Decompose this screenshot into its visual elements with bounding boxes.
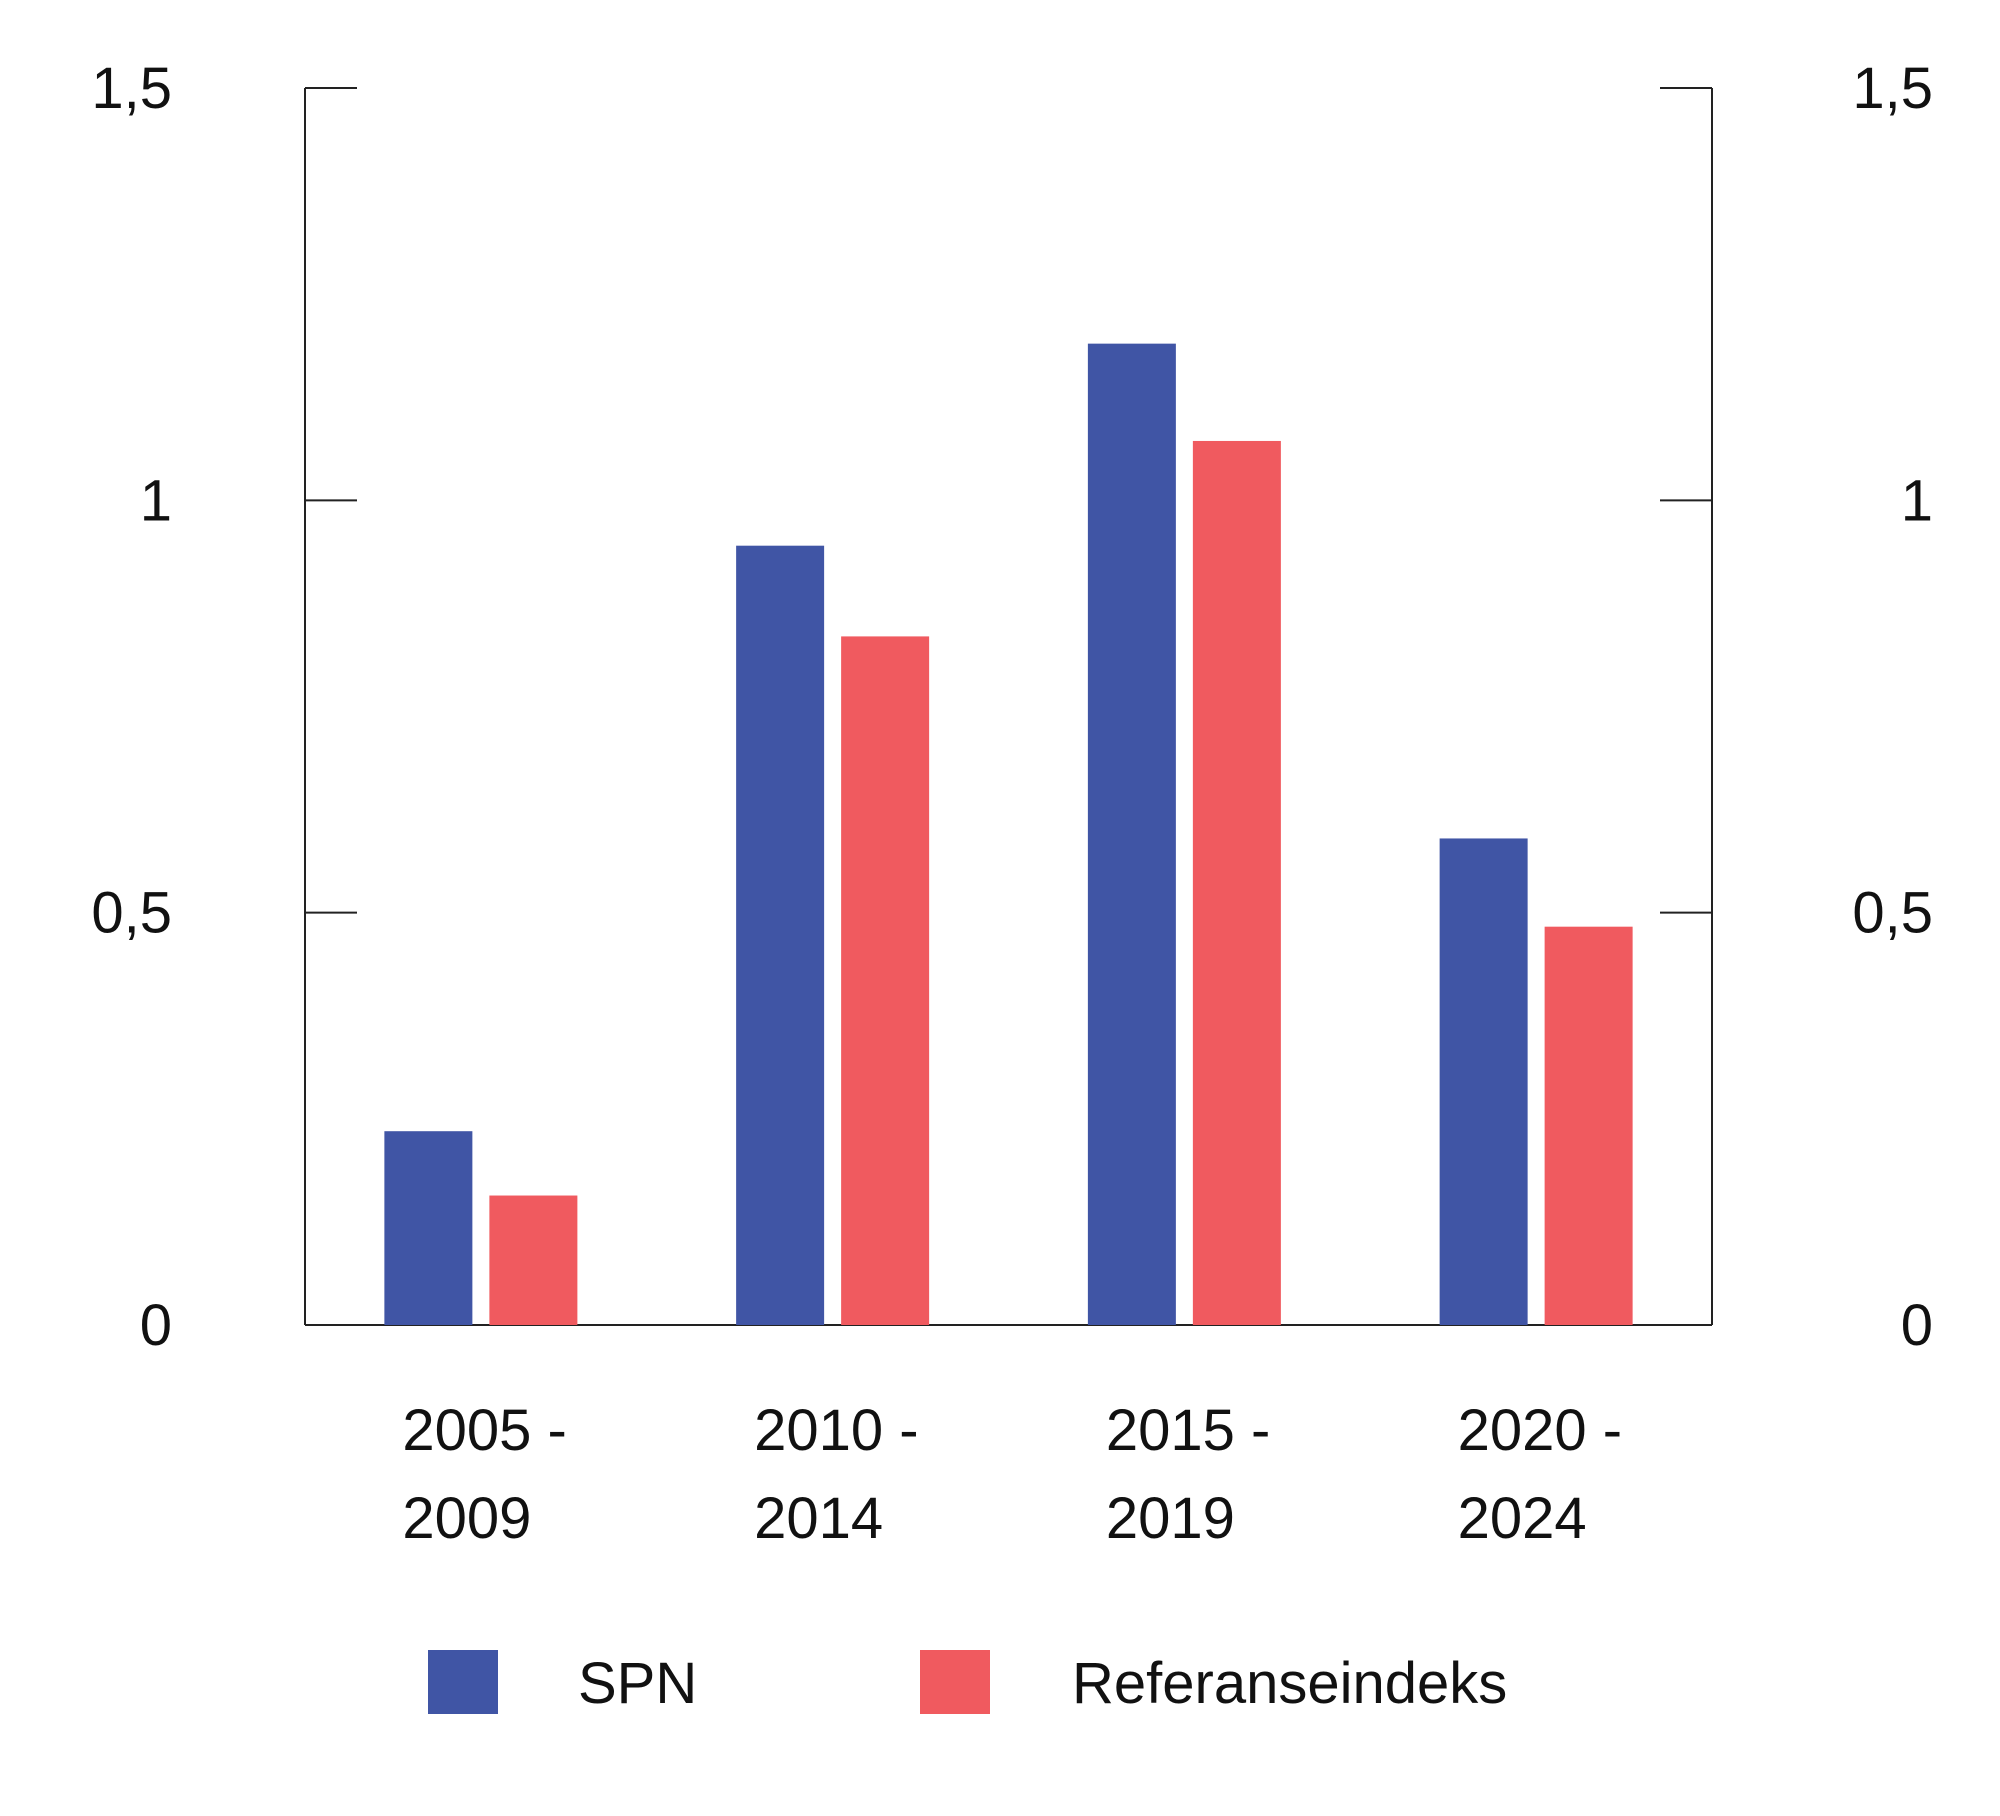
bar-referanseindeks bbox=[1192, 440, 1281, 1325]
bar-spn bbox=[736, 545, 825, 1325]
left-tick-label: 1,5 bbox=[91, 56, 172, 121]
bar-referanseindeks bbox=[1544, 926, 1633, 1325]
category-label: 2009 bbox=[402, 1486, 531, 1551]
bar-referanseindeks bbox=[841, 636, 930, 1325]
right-tick-label: 0 bbox=[1901, 1293, 1933, 1358]
category-label: 2005 - bbox=[402, 1398, 566, 1463]
bar-spn bbox=[384, 1131, 473, 1325]
right-tick-label: 0,5 bbox=[1852, 881, 1933, 946]
category-label: 2024 bbox=[1458, 1486, 1587, 1551]
left-tick-label: 0,5 bbox=[91, 881, 172, 946]
right-tick-label: 1,5 bbox=[1852, 56, 1933, 121]
legend-label: SPN bbox=[578, 1651, 697, 1716]
legend-swatch-referanseindeks bbox=[920, 1650, 990, 1714]
bar-spn bbox=[1087, 343, 1176, 1325]
category-labels: 2005 - 2009 2010 - 2014 2015 - 2019 2020 - 2024 bbox=[402, 1398, 1622, 1551]
bar-spn bbox=[1439, 838, 1528, 1325]
category-label: 2019 bbox=[1106, 1486, 1235, 1551]
bars bbox=[384, 343, 1633, 1325]
category-label: 2015 - bbox=[1106, 1398, 1270, 1463]
bar-referanseindeks bbox=[489, 1195, 578, 1325]
legend-label: Referanseindeks bbox=[1072, 1651, 1507, 1716]
legend-swatch-spn bbox=[428, 1650, 498, 1714]
category-label: 2010 - bbox=[754, 1398, 918, 1463]
tick-labels: 0 0 0,5 0,5 1 1 1,5 1,5 bbox=[91, 56, 1933, 1358]
category-label: 2020 - bbox=[1458, 1398, 1622, 1463]
category-label: 2014 bbox=[754, 1486, 883, 1551]
left-tick-label: 0 bbox=[140, 1293, 172, 1358]
left-tick-label: 1 bbox=[140, 468, 172, 533]
right-tick-label: 1 bbox=[1901, 468, 1933, 533]
legend: SPN Referanseindeks bbox=[428, 1650, 1507, 1716]
